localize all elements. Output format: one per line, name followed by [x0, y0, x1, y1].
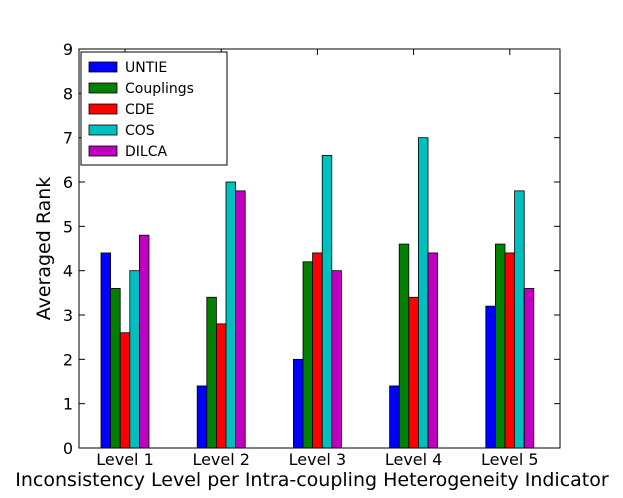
bar-cos-level-3 — [321, 154, 333, 449]
legend-label-cde: CDE — [125, 102, 154, 118]
y-tick-label: 6 — [63, 173, 73, 192]
bar-dilca-level-1 — [138, 234, 150, 449]
bar-couplings-level-2 — [206, 296, 217, 449]
bar-cde-level-1 — [119, 332, 131, 449]
bar-cos-level-1 — [129, 270, 140, 449]
legend-swatch-cde — [88, 103, 118, 115]
bar-cde-level-5 — [504, 252, 516, 449]
bar-dilca-level-2 — [235, 190, 246, 449]
bar-untie-level-3 — [292, 358, 304, 449]
x-tick-label: Level 1 — [96, 450, 154, 469]
legend-swatch-untie — [88, 61, 118, 73]
bar-untie-level-2 — [196, 385, 208, 449]
y-tick-label: 0 — [63, 439, 73, 458]
bar-couplings-level-1 — [110, 287, 121, 449]
legend-label-cos: COS — [125, 123, 155, 139]
bar-dilca-level-3 — [331, 270, 342, 449]
x-tick-label: Level 3 — [289, 450, 347, 469]
x-axis-title: Inconsistency Level per Intra-coupling H… — [15, 469, 609, 491]
legend-swatch-cos — [88, 124, 118, 136]
y-tick-label: 9 — [63, 40, 73, 59]
bars-group — [100, 137, 535, 449]
bar-cos-level-4 — [417, 137, 429, 449]
x-axis: Level 1 Level 2 Level 3 Level 4 Level 5 — [96, 49, 539, 469]
x-tick-label: Level 5 — [481, 450, 539, 469]
y-tick-label: 4 — [63, 262, 73, 281]
bar-cde-level-4 — [408, 296, 419, 449]
legend-label-untie: UNTIE — [125, 60, 167, 76]
bar-cde-level-3 — [312, 252, 323, 449]
legend-label-dilca: DILCA — [125, 144, 167, 160]
bar-cde-level-2 — [215, 323, 227, 449]
bar-untie-level-1 — [100, 252, 112, 449]
y-tick-label: 7 — [63, 129, 73, 148]
bar-couplings-level-4 — [398, 243, 410, 449]
y-tick-label: 8 — [63, 84, 73, 103]
legend-swatch-couplings — [88, 82, 118, 94]
y-tick-label: 1 — [63, 395, 73, 414]
bar-couplings-level-5 — [494, 243, 506, 449]
y-tick-label: 3 — [63, 306, 73, 325]
bar-cos-level-2 — [225, 181, 237, 449]
x-tick-label: Level 4 — [385, 450, 443, 469]
y-tick-label: 2 — [63, 350, 73, 369]
y-axis-title: Averaged Rank — [33, 177, 55, 321]
bar-couplings-level-3 — [302, 261, 314, 449]
plot-frame — [78, 48, 561, 449]
bar-untie-level-5 — [485, 305, 496, 449]
bar-untie-level-4 — [389, 385, 400, 449]
x-tick-label: Level 2 — [192, 450, 250, 469]
bar-cos-level-5 — [514, 190, 525, 449]
legend: UNTIE Couplings CDE COS DILCA — [80, 51, 228, 166]
legend-label-couplings: Couplings — [125, 81, 194, 97]
y-tick-label: 5 — [63, 217, 73, 236]
bar-dilca-level-5 — [523, 287, 535, 449]
legend-swatch-dilca — [88, 145, 118, 157]
bar-dilca-level-4 — [427, 252, 439, 449]
